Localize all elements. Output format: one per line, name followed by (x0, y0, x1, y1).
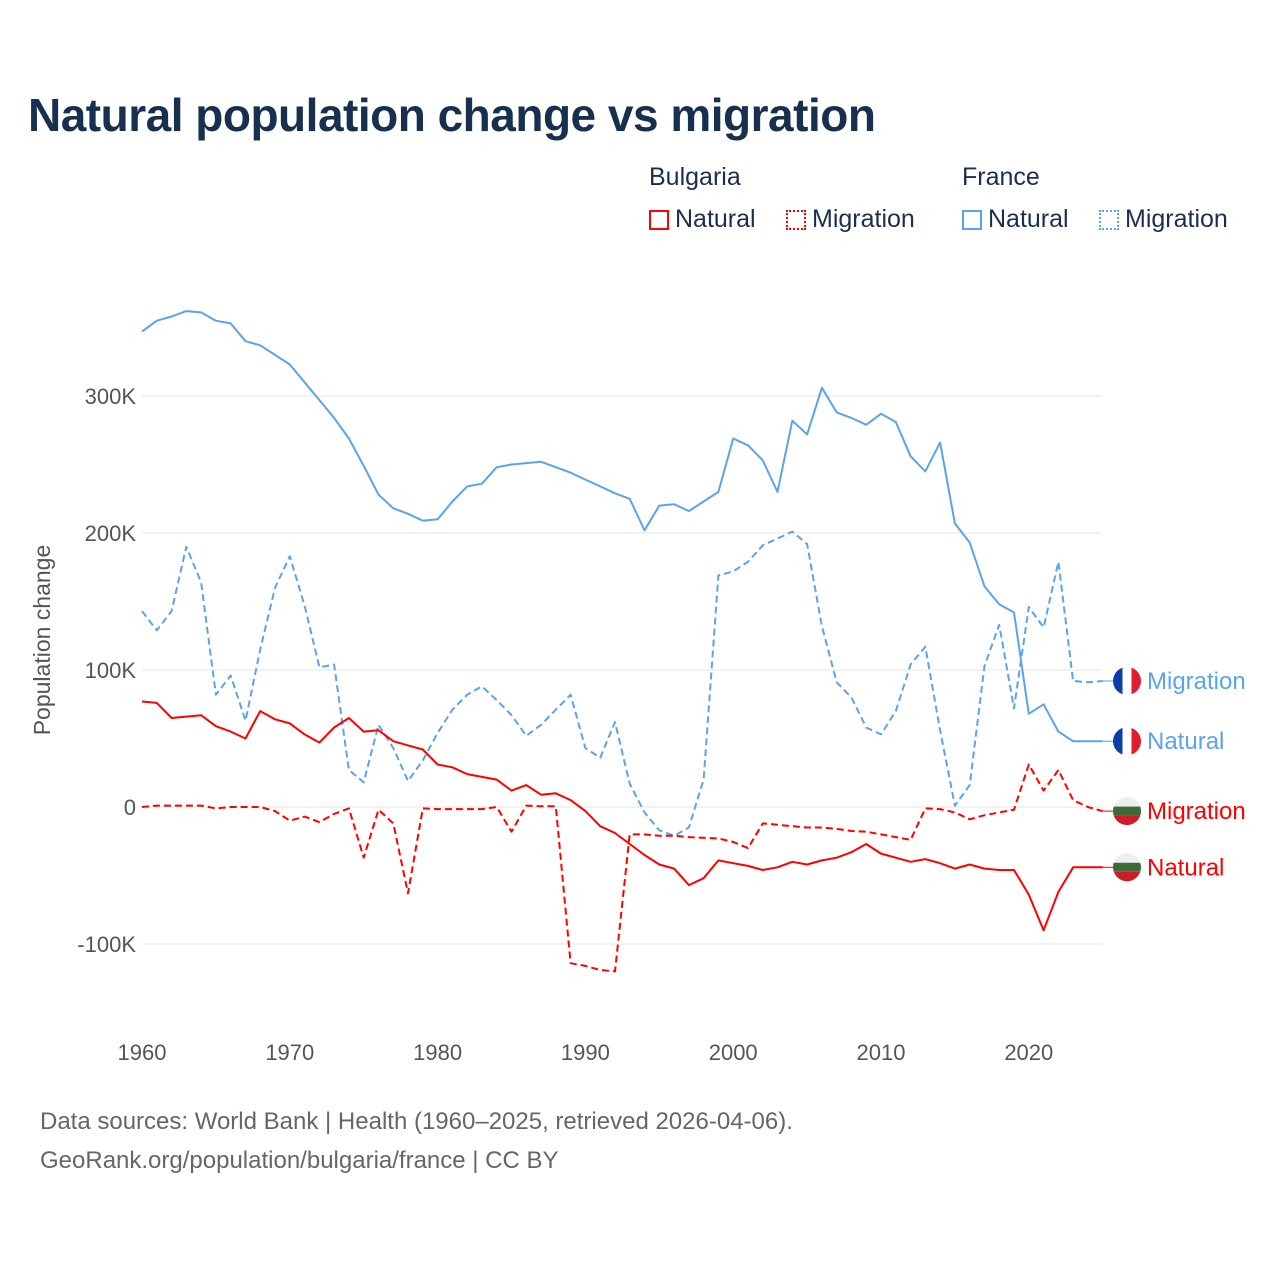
legend-swatch-solid-icon (962, 209, 982, 230)
x-tick-label: 2000 (709, 1040, 758, 1065)
flag-stripe (1113, 815, 1141, 826)
flag-stripe (1113, 806, 1141, 816)
flag-stripe (1122, 727, 1132, 756)
end-label: Migration (1147, 668, 1246, 695)
legend-swatch-solid-icon (649, 209, 669, 230)
france-flag-icon (1113, 666, 1141, 695)
y-tick-label: 0 (124, 795, 136, 820)
legend-swatch-dotted-icon (1099, 209, 1119, 230)
legend-label: Natural (988, 205, 1069, 233)
end-label: Migration (1147, 798, 1246, 825)
series-line-france-natural (141, 310, 1103, 743)
legend-label: Natural (675, 205, 756, 233)
end-label: Natural (1147, 854, 1224, 881)
x-tick-label: 1980 (413, 1040, 462, 1065)
legend-item-france-migration[interactable]: Migration (1099, 205, 1228, 234)
y-tick-label: 100K (85, 658, 137, 683)
y-tick-label: 200K (85, 521, 137, 546)
y-axis-label: Population change (29, 545, 55, 736)
legend-item-france-natural[interactable]: Natural (962, 205, 1069, 234)
flag-stripe (1113, 727, 1123, 756)
flag-stripes (1113, 853, 1141, 882)
footer-sources: Data sources: World Bank | Health (1960–… (40, 1108, 793, 1135)
series-line-france-migration (141, 530, 1103, 837)
flag-stripes (1113, 727, 1141, 756)
france-flag-icon (1113, 727, 1141, 756)
x-tick-label: 2020 (1004, 1040, 1053, 1065)
series-line-bulgaria-natural (141, 700, 1103, 932)
x-tick-label: 1960 (118, 1040, 167, 1065)
x-tick-label: 2010 (857, 1040, 906, 1065)
x-tick-label: 1990 (561, 1040, 610, 1065)
x-tick-label: 1970 (265, 1040, 314, 1065)
flag-stripes (1113, 797, 1141, 826)
flag-stripe (1131, 727, 1141, 756)
flag-stripe (1131, 666, 1141, 695)
legend-label: Migration (812, 205, 915, 233)
bulgaria-flag-icon (1113, 797, 1141, 826)
series-line-bulgaria-migration (141, 763, 1103, 973)
legend-group-france: France (962, 163, 1040, 191)
flag-stripes (1113, 666, 1141, 695)
legend-label: Migration (1125, 205, 1228, 233)
legend-item-bulgaria-natural[interactable]: Natural (649, 205, 756, 234)
footer-link[interactable]: GeoRank.org/population/bulgaria/france |… (40, 1147, 559, 1174)
flag-stripe (1113, 871, 1141, 882)
legend-item-bulgaria-migration[interactable]: Migration (786, 205, 915, 234)
flag-stripe (1122, 666, 1132, 695)
flag-stripe (1113, 862, 1141, 872)
chart-title: Natural population change vs migration (28, 89, 876, 141)
flag-stripe (1113, 853, 1141, 864)
y-tick-label: 300K (85, 384, 137, 409)
legend-swatch-dotted-icon (786, 209, 806, 230)
flag-stripe (1113, 797, 1141, 808)
flag-stripe (1113, 666, 1123, 695)
bulgaria-flag-icon (1113, 853, 1141, 882)
legend-group-bulgaria: Bulgaria (649, 163, 741, 191)
end-label: Natural (1147, 728, 1224, 755)
y-tick-label: -100K (77, 932, 136, 957)
